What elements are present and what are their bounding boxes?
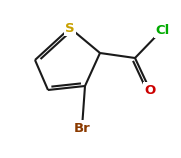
Text: Br: Br bbox=[74, 122, 90, 134]
Text: Cl: Cl bbox=[155, 24, 169, 36]
Text: S: S bbox=[65, 21, 75, 34]
Text: O: O bbox=[144, 83, 156, 97]
